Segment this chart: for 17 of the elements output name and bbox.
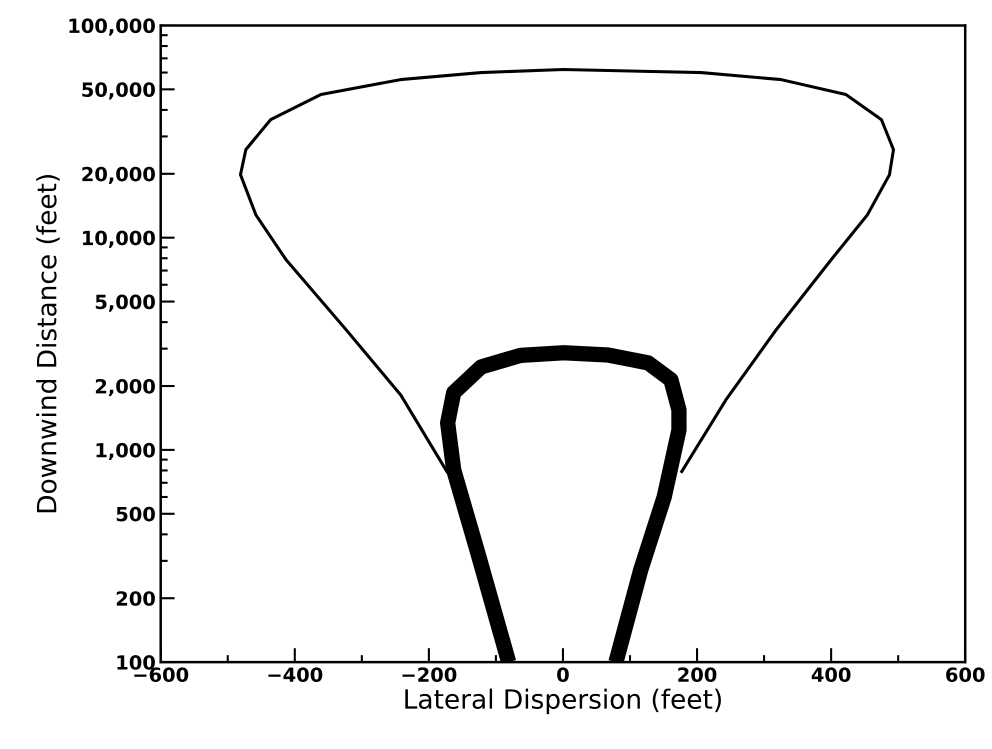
x-axis-title: Lateral Dispersion (feet)	[405, 688, 721, 714]
x-tick-label: −400	[268, 667, 322, 682]
y-tick-label: 100,000	[69, 18, 155, 36]
y-tick-label: 2,000	[96, 378, 155, 396]
y-tick-label: 10,000	[83, 230, 155, 248]
y-tick-label: 5,000	[96, 294, 155, 312]
x-tick-label: 0	[557, 667, 569, 682]
x-tick-label: 400	[812, 667, 850, 682]
y-tick-label: 20,000	[82, 166, 155, 184]
x-tick-label: 600	[946, 667, 985, 682]
y-axis-title: Downwind Distance (feet)	[36, 175, 60, 512]
y-tick-label: 50,000	[82, 82, 155, 100]
x-tick-label: 200	[678, 667, 716, 682]
y-tick-label: 1,000	[96, 442, 155, 460]
x-tick-label: −200	[402, 667, 456, 682]
y-tick-label: 200	[116, 591, 155, 606]
y-tick-label: 500	[116, 506, 155, 522]
